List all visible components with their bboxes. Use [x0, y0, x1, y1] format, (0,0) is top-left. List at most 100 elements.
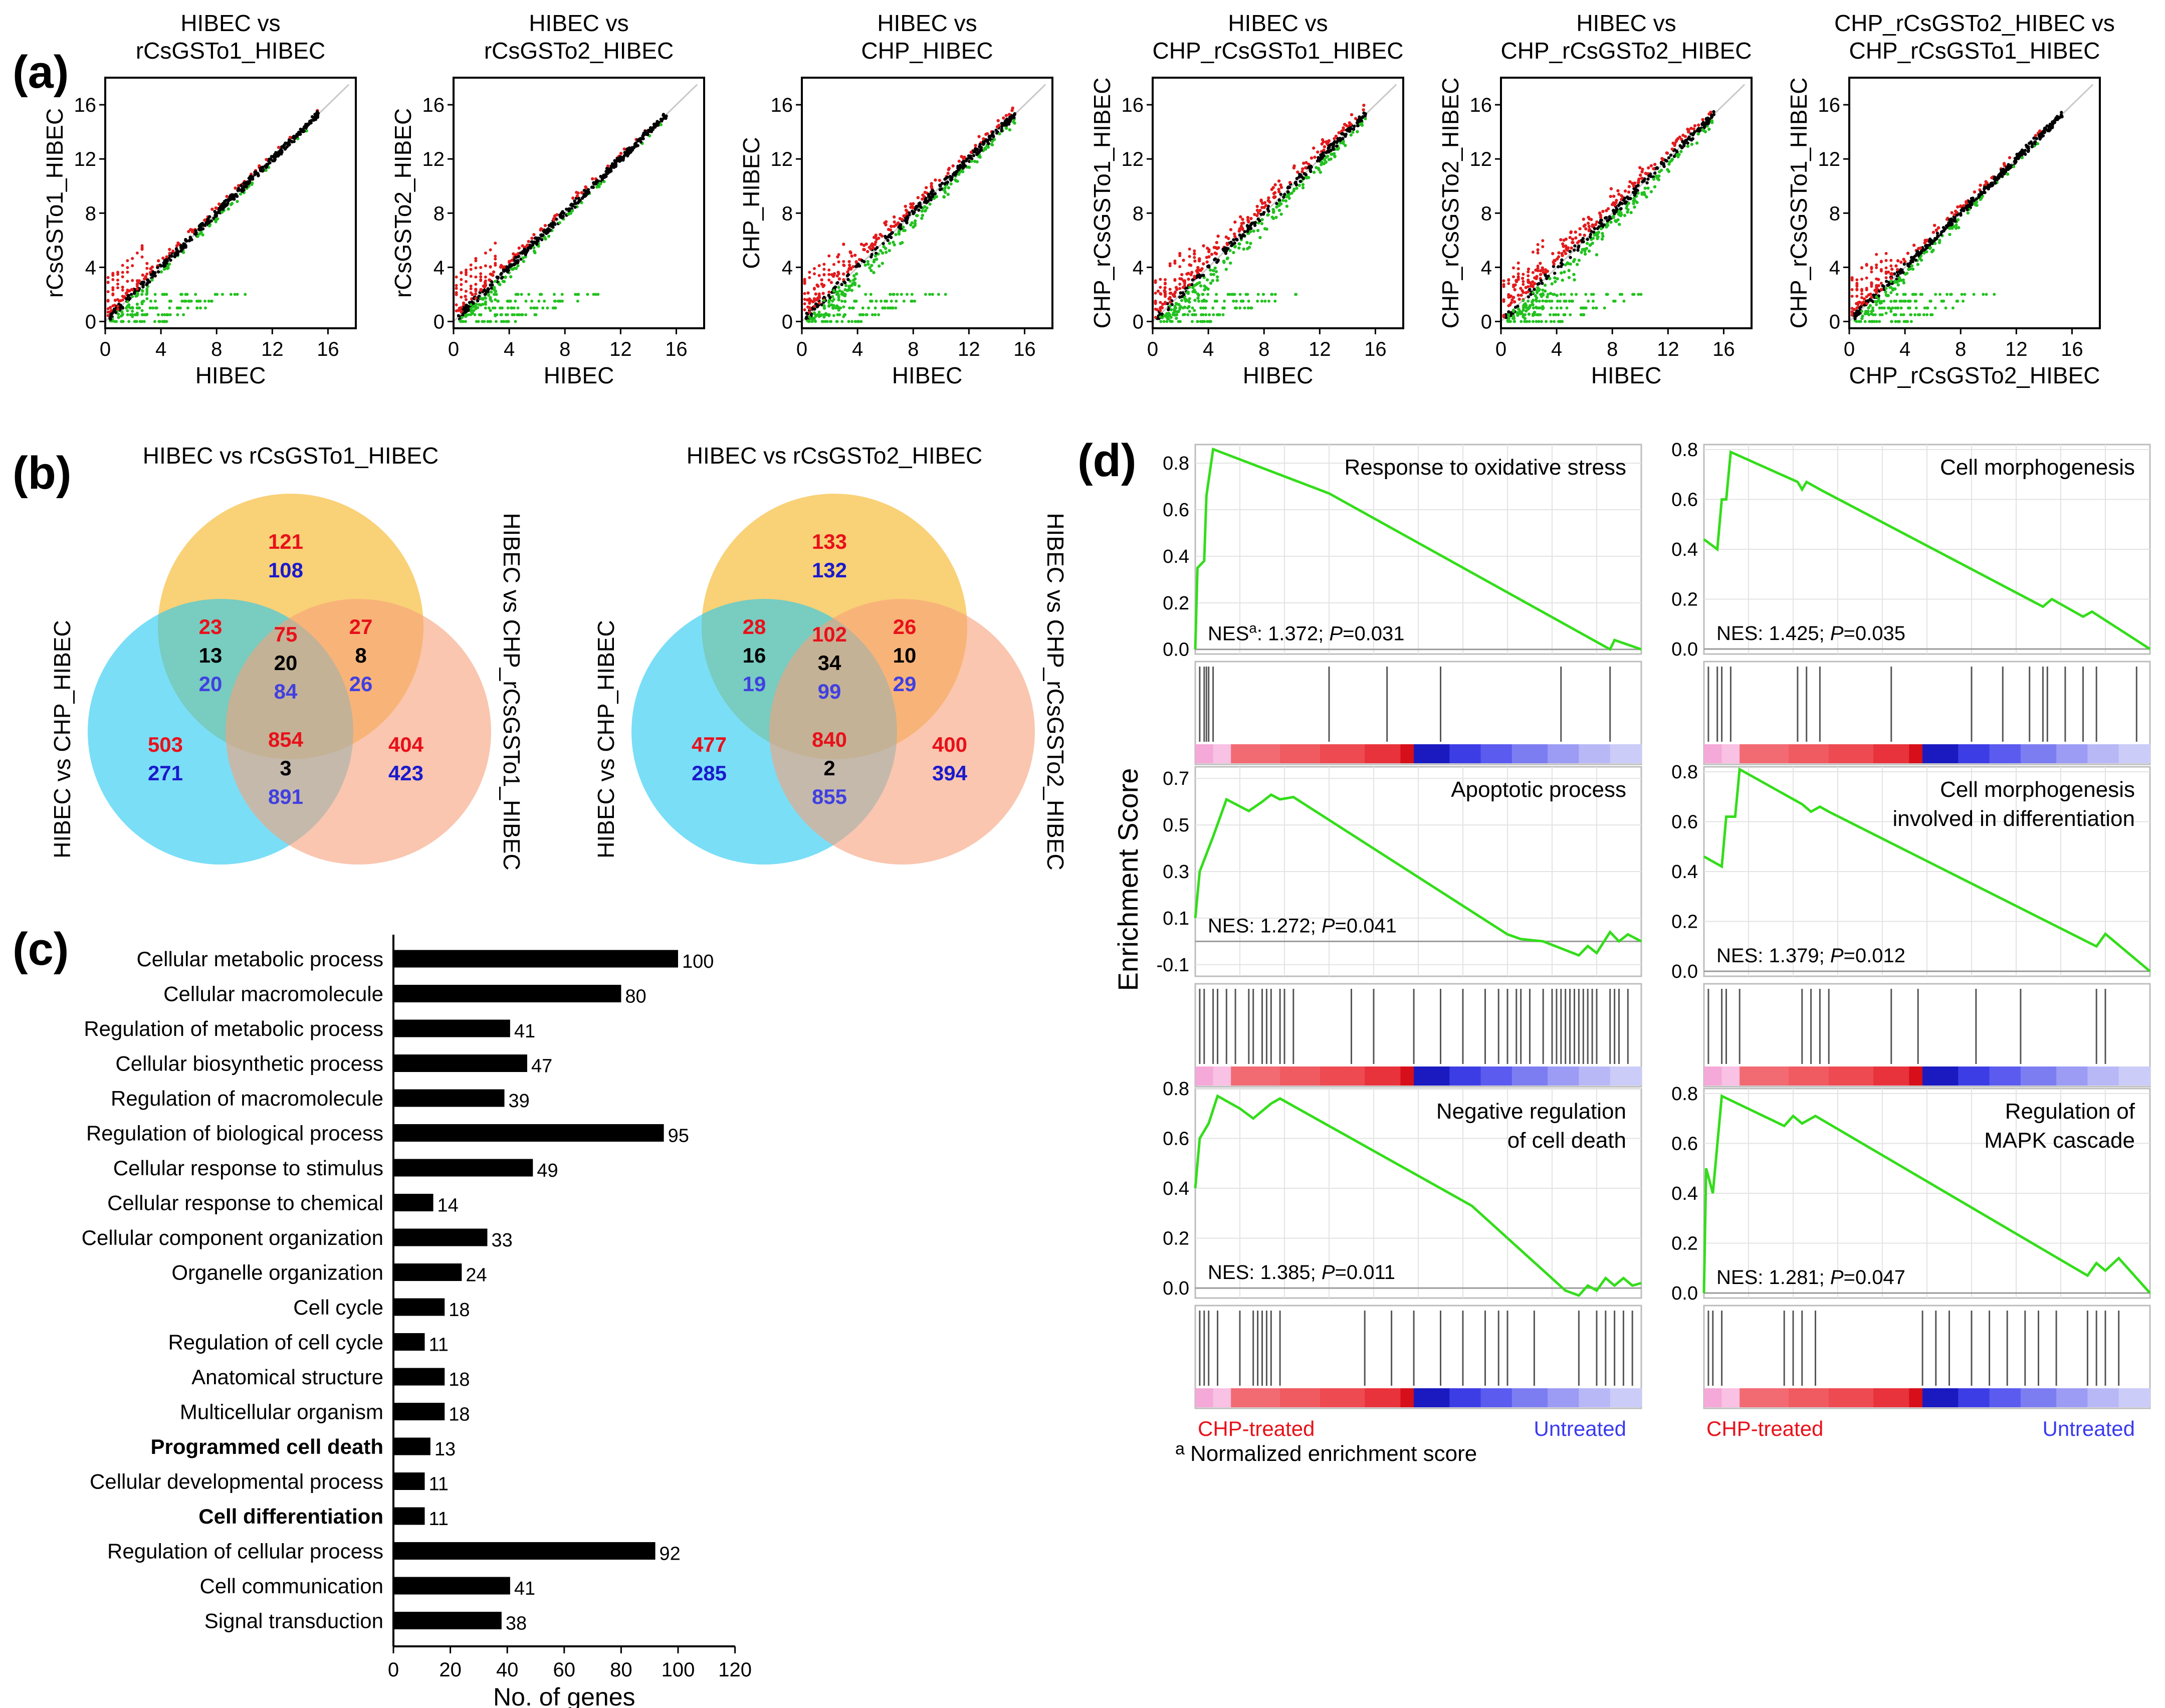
rank-heat-segment — [1958, 1388, 1990, 1407]
x-tick-label: 0 — [100, 338, 111, 360]
bar — [393, 1159, 533, 1177]
scatter-point — [1004, 126, 1008, 130]
scatter-point — [1216, 275, 1219, 279]
scatter-point — [1186, 306, 1189, 310]
scatter-point — [1162, 320, 1166, 323]
scatter-point — [499, 306, 502, 310]
bar-value-label: 41 — [514, 1021, 535, 1042]
scatter-point — [934, 178, 937, 182]
scatter-point — [478, 313, 481, 316]
scatter-point — [1541, 245, 1545, 249]
scatter-point — [1178, 306, 1182, 310]
x-tick-label: 16 — [317, 338, 339, 360]
scatter-point — [881, 251, 885, 255]
venn-count: 102 — [812, 622, 847, 646]
scatter-point — [872, 260, 876, 264]
scatter-point — [837, 298, 840, 302]
x-tick-label: 16 — [2061, 338, 2083, 360]
scatter-point — [846, 273, 850, 277]
scatter-point — [1871, 320, 1874, 323]
scatter-point — [474, 259, 478, 263]
x-tick-label: 12 — [609, 338, 632, 360]
rank-heat-segment — [1704, 1066, 1722, 1086]
rank-heat-segment — [1400, 1388, 1415, 1407]
scatter-point — [1507, 310, 1510, 314]
scatter-point — [1662, 163, 1666, 167]
scatter-point — [121, 275, 124, 279]
scatter-point — [116, 278, 119, 282]
scatter-point — [551, 223, 555, 226]
scatter-point — [1855, 295, 1859, 298]
scatter-point — [905, 212, 909, 216]
scatter-point — [842, 260, 845, 263]
scatter-point — [1933, 306, 1937, 310]
scatter-point — [1551, 252, 1555, 256]
scatter-point — [488, 320, 492, 323]
scatter-point — [1305, 161, 1308, 164]
gsea-y-tick-label: 0.6 — [1671, 811, 1698, 832]
scatter-point — [1577, 246, 1580, 249]
scatter-point — [1870, 270, 1873, 274]
scatter-point — [1870, 267, 1873, 271]
scatter-point — [224, 198, 228, 202]
scatter-point — [536, 238, 539, 242]
y-tick-label: 16 — [1470, 94, 1492, 116]
scatter-point — [856, 320, 859, 323]
scatter-point — [821, 292, 825, 295]
scatter-point — [1609, 221, 1613, 224]
scatter-point — [1896, 283, 1900, 287]
scatter-point — [162, 265, 166, 268]
scatter-point — [140, 246, 144, 250]
y-tick-label: 8 — [1829, 202, 1840, 225]
scatter-point — [859, 243, 863, 246]
scatter-point — [917, 202, 921, 205]
scatter-point — [846, 270, 849, 274]
scatter-point — [648, 126, 653, 130]
scatter-point — [1938, 239, 1941, 242]
scatter-point — [875, 238, 879, 241]
y-tick-label: 0 — [782, 311, 793, 333]
scatter-point — [1164, 282, 1167, 286]
scatter-point — [1159, 301, 1162, 304]
scatter-point — [822, 299, 826, 302]
scatter-xlabel: HIBEC — [544, 362, 614, 388]
scatter-point — [1933, 224, 1936, 227]
scatter-point — [1571, 238, 1575, 241]
scatter-point — [1273, 191, 1277, 194]
scatter-point — [1273, 183, 1277, 186]
y-tick-label: 8 — [782, 202, 793, 225]
scatter-point — [894, 306, 898, 310]
scatter-point — [1645, 181, 1649, 184]
venn-circle-right — [769, 599, 1035, 865]
scatter-point — [913, 219, 917, 223]
y-tick-label: 16 — [422, 94, 445, 116]
scatter-point — [953, 171, 956, 174]
scatter-xlabel: HIBEC — [195, 362, 266, 388]
scatter-point — [1164, 295, 1167, 298]
scatter-point — [573, 205, 577, 209]
scatter-point — [573, 199, 576, 203]
bar-x-tick-label: 80 — [610, 1659, 632, 1681]
scatter-point — [1331, 146, 1335, 149]
scatter-point — [1502, 298, 1505, 301]
scatter-point — [641, 137, 645, 140]
scatter-point — [111, 278, 115, 281]
scatter-point — [1175, 288, 1179, 291]
scatter-point — [867, 306, 871, 310]
scatter-point — [1606, 207, 1610, 210]
scatter-point — [520, 313, 523, 316]
scatter-point — [540, 238, 544, 242]
scatter-point — [1281, 198, 1285, 202]
bar-category-label: Cellular macromolecule — [163, 982, 383, 1006]
scatter-point — [830, 295, 834, 298]
scatter-point — [1159, 320, 1163, 323]
scatter-title: CHP_rCsGSTo1_HIBEC — [1849, 38, 2100, 64]
scatter-point — [911, 205, 915, 209]
gsea-y-tick-label: 0.8 — [1671, 1084, 1698, 1105]
scatter-point — [1879, 260, 1883, 263]
scatter-point — [142, 320, 146, 323]
scatter-point — [510, 306, 513, 310]
scatter-point — [1928, 299, 1932, 303]
scatter-point — [1632, 187, 1636, 190]
